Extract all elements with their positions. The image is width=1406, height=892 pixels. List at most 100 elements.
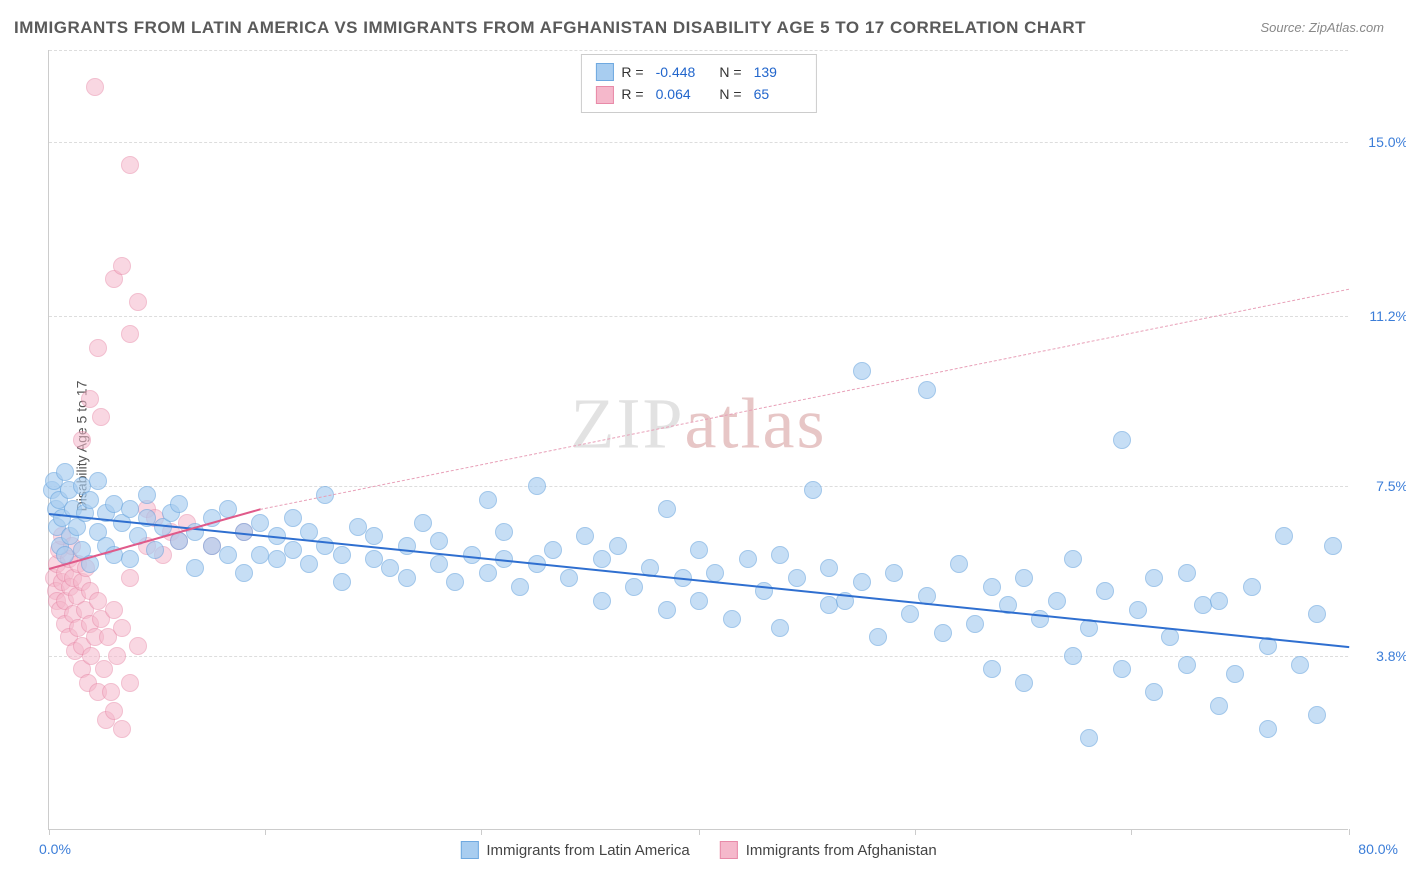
data-point-latin [706, 564, 724, 582]
data-point-latin [414, 514, 432, 532]
data-point-afghan [113, 619, 131, 637]
data-point-latin [788, 569, 806, 587]
legend-label: Immigrants from Latin America [486, 842, 689, 859]
data-point-latin [89, 472, 107, 490]
data-point-latin [820, 559, 838, 577]
data-point-latin [658, 500, 676, 518]
data-point-latin [1096, 582, 1114, 600]
data-point-latin [1324, 537, 1342, 555]
data-point-latin [251, 546, 269, 564]
x-tick-mark [699, 829, 700, 835]
data-point-latin [1015, 674, 1033, 692]
legend-swatch [595, 86, 613, 104]
data-point-afghan [105, 702, 123, 720]
data-point-afghan [73, 431, 91, 449]
data-point-latin [723, 610, 741, 628]
data-point-latin [1129, 601, 1147, 619]
data-point-latin [544, 541, 562, 559]
x-tick-mark [1131, 829, 1132, 835]
legend-row-afghan: R =0.064 N =65 [595, 83, 801, 105]
data-point-latin [690, 541, 708, 559]
data-point-latin [365, 550, 383, 568]
data-point-latin [593, 550, 611, 568]
gridline-h [49, 316, 1348, 317]
legend-r-label: R = [621, 83, 643, 105]
data-point-latin [105, 495, 123, 513]
watermark: ZIPatlas [571, 382, 827, 465]
data-point-latin [430, 532, 448, 550]
data-point-latin [1210, 697, 1228, 715]
data-point-latin [235, 564, 253, 582]
x-tick-mark [265, 829, 266, 835]
x-tick-mark [481, 829, 482, 835]
data-point-latin [593, 592, 611, 610]
data-point-latin [479, 564, 497, 582]
y-tick-label: 15.0% [1353, 134, 1406, 150]
data-point-latin [1243, 578, 1261, 596]
data-point-latin [609, 537, 627, 555]
data-point-latin [146, 541, 164, 559]
trend-line [260, 289, 1349, 510]
legend-swatch [595, 63, 613, 81]
data-point-latin [138, 486, 156, 504]
data-point-latin [739, 550, 757, 568]
data-point-afghan [95, 660, 113, 678]
data-point-latin [1178, 564, 1196, 582]
data-point-latin [885, 564, 903, 582]
data-point-latin [333, 546, 351, 564]
data-point-latin [966, 615, 984, 633]
data-point-latin [1210, 592, 1228, 610]
data-point-latin [121, 500, 139, 518]
data-point-latin [853, 573, 871, 591]
plot-area: ZIPatlas R =-0.448 N =139R =0.064 N =65 … [48, 50, 1348, 830]
data-point-latin [495, 523, 513, 541]
data-point-afghan [108, 647, 126, 665]
data-point-afghan [92, 408, 110, 426]
data-point-latin [658, 601, 676, 619]
data-point-afghan [86, 78, 104, 96]
data-point-afghan [105, 601, 123, 619]
legend-n-value: 65 [754, 83, 802, 105]
data-point-latin [1031, 610, 1049, 628]
data-point-latin [1145, 683, 1163, 701]
data-point-latin [1226, 665, 1244, 683]
data-point-latin [349, 518, 367, 536]
data-point-latin [869, 628, 887, 646]
y-tick-label: 3.8% [1353, 648, 1406, 664]
data-point-latin [1275, 527, 1293, 545]
data-point-latin [251, 514, 269, 532]
data-point-latin [1113, 660, 1131, 678]
legend-n-label: N = [712, 61, 742, 83]
data-point-latin [950, 555, 968, 573]
legend-n-value: 139 [754, 61, 802, 83]
x-tick-mark [915, 829, 916, 835]
data-point-latin [333, 573, 351, 591]
data-point-afghan [113, 257, 131, 275]
data-point-afghan [102, 683, 120, 701]
data-point-latin [268, 550, 286, 568]
series-legend: Immigrants from Latin AmericaImmigrants … [460, 841, 936, 859]
gridline-h [49, 656, 1348, 657]
data-point-latin [983, 578, 1001, 596]
data-point-latin [1259, 720, 1277, 738]
data-point-afghan [121, 156, 139, 174]
data-point-afghan [113, 720, 131, 738]
data-point-latin [690, 592, 708, 610]
legend-r-value: -0.448 [656, 61, 704, 83]
data-point-latin [203, 537, 221, 555]
data-point-latin [560, 569, 578, 587]
legend-swatch [460, 841, 478, 859]
data-point-latin [1064, 647, 1082, 665]
gridline-h [49, 486, 1348, 487]
data-point-latin [804, 481, 822, 499]
data-point-latin [983, 660, 1001, 678]
data-point-latin [300, 555, 318, 573]
source-attribution: Source: ZipAtlas.com [1260, 20, 1384, 35]
data-point-afghan [121, 674, 139, 692]
data-point-latin [528, 477, 546, 495]
data-point-latin [625, 578, 643, 596]
x-tick-mark [49, 829, 50, 835]
data-point-latin [511, 578, 529, 596]
data-point-latin [1064, 550, 1082, 568]
x-tick-mark [1349, 829, 1350, 835]
